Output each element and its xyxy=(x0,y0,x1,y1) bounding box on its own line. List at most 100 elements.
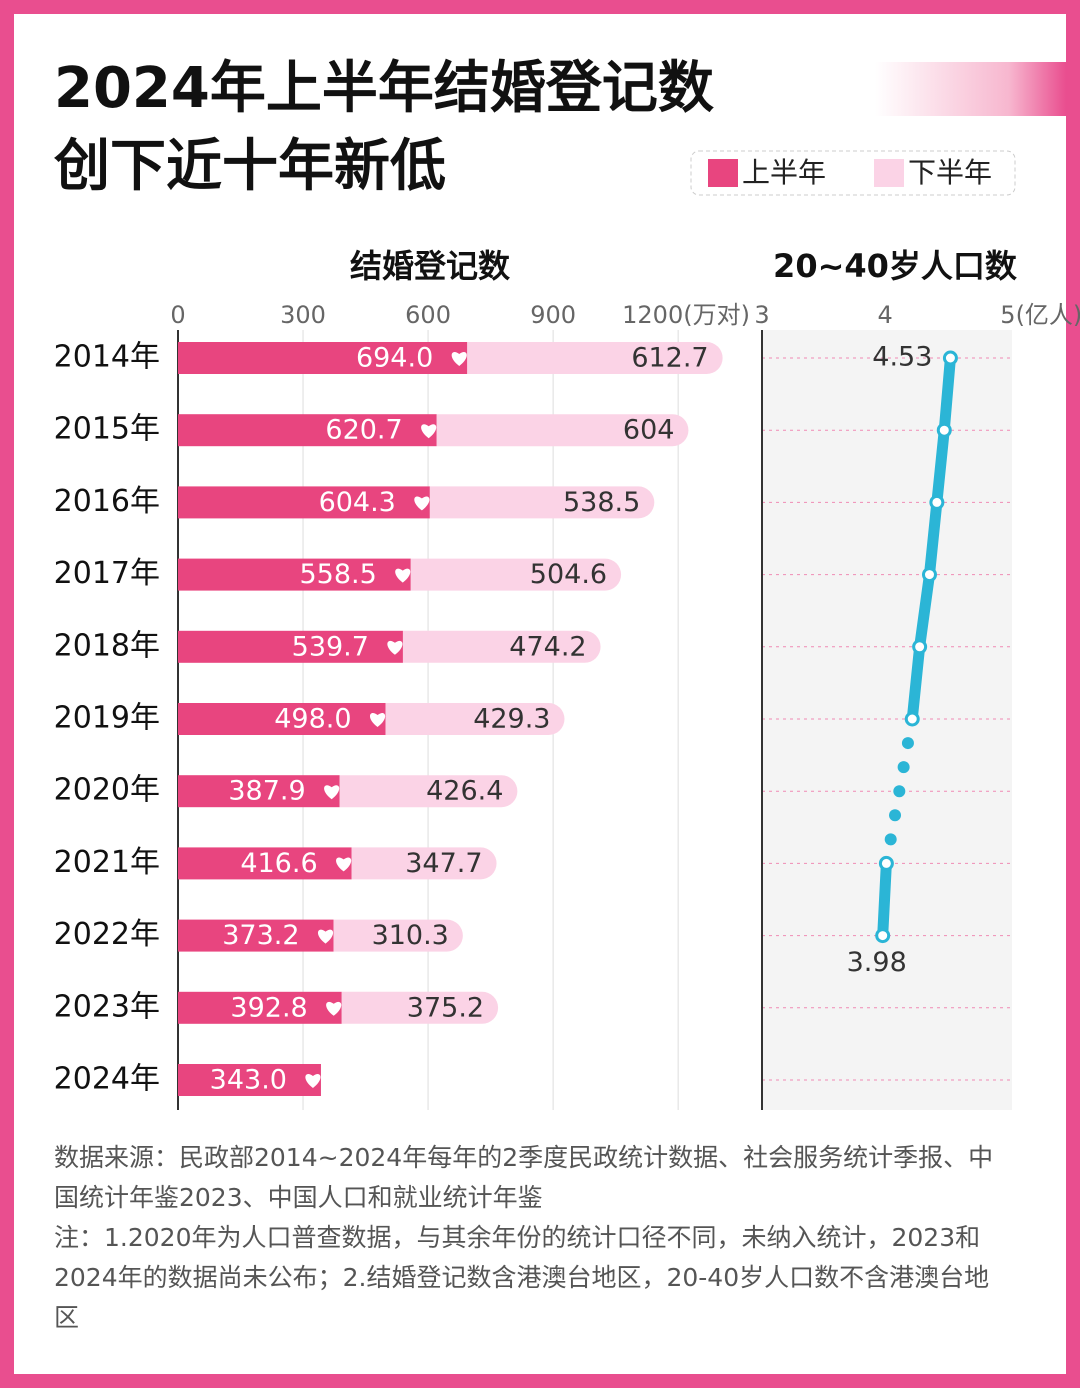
bar-segment xyxy=(467,342,723,374)
heart-icon xyxy=(451,352,467,366)
gap-dot xyxy=(889,809,902,822)
heart-icon xyxy=(369,713,386,727)
gap-dot xyxy=(884,833,897,846)
legend-swatch xyxy=(874,159,904,187)
bar-segment xyxy=(178,991,342,1024)
y-tick-label: 2015年 xyxy=(54,412,160,447)
note: 注：1.2020年为人口普查数据，与其余年份的统计口径不同，未纳入统计，2023… xyxy=(54,1223,990,1332)
data-label: 375.2 xyxy=(407,992,484,1023)
bar-segment xyxy=(178,630,403,663)
bar-segment xyxy=(178,486,430,519)
heart-icon xyxy=(421,424,437,439)
panel-title: 20~40岁人口数 xyxy=(773,247,1018,285)
footnotes: 数据来源：民政部2014~2024年每年的2季度民政统计数据、社会服务统计季报、… xyxy=(54,1138,1014,1338)
data-label: 612.7 xyxy=(631,343,708,374)
bar-segment xyxy=(410,558,622,591)
bar-segment xyxy=(436,414,689,447)
bar-segment xyxy=(178,919,334,952)
data-label: 620.7 xyxy=(325,415,402,446)
legend-label: 下半年 xyxy=(908,156,992,189)
data-label: 604.3 xyxy=(319,487,396,518)
data-label: 504.6 xyxy=(530,559,607,590)
data-label: 426.4 xyxy=(426,776,503,807)
bar-segment xyxy=(402,630,601,663)
y-tick-label: 2021年 xyxy=(54,845,160,880)
data-label: 387.9 xyxy=(228,776,305,807)
x-tick-label: 4 xyxy=(878,301,893,329)
point xyxy=(904,711,920,727)
gap-dot xyxy=(897,761,910,774)
point xyxy=(929,494,945,510)
x-tick-label: 300 xyxy=(280,301,326,329)
data-label: 347.7 xyxy=(405,848,482,879)
bar-segment xyxy=(178,775,340,808)
heart-icon xyxy=(305,1074,321,1088)
heart-icon xyxy=(414,496,430,511)
gap-dot xyxy=(901,737,914,750)
point xyxy=(912,639,928,655)
heart-icon xyxy=(395,568,411,583)
y-tick-label: 2020年 xyxy=(54,773,160,808)
heart-icon xyxy=(336,857,352,872)
data-label: 538.5 xyxy=(563,487,640,518)
x-tick-label: 1200(万对) xyxy=(622,301,750,329)
title: 2024年上半年结婚登记数 xyxy=(54,56,714,121)
y-tick-label: 2017年 xyxy=(54,556,160,591)
bar-segment xyxy=(341,991,499,1024)
x-tick-label: 600 xyxy=(405,301,451,329)
y-tick-label: 2022年 xyxy=(54,917,160,952)
y-tick-label: 2019年 xyxy=(54,701,160,736)
heart-icon xyxy=(324,785,340,800)
bar-segment xyxy=(385,703,565,735)
bar-segment xyxy=(178,342,468,374)
bar-segment xyxy=(178,1064,321,1096)
data-label: 429.3 xyxy=(473,704,550,735)
data-label: 343.0 xyxy=(210,1065,287,1096)
bar-segment xyxy=(351,847,497,880)
data-label: 4.53 xyxy=(872,342,932,373)
data-label: 558.5 xyxy=(299,559,376,590)
heart-icon xyxy=(387,640,403,655)
y-tick-label: 2014年 xyxy=(54,340,160,375)
bar-segment xyxy=(339,775,518,808)
source-note: 数据来源：民政部2014~2024年每年的2季度民政统计数据、社会服务统计季报、… xyxy=(54,1143,994,1212)
x-tick-label: 900 xyxy=(530,301,576,329)
x-tick-label: 5(亿人) xyxy=(1000,301,1080,329)
data-label: 474.2 xyxy=(509,631,586,662)
legend-swatch xyxy=(708,159,738,187)
bar-segment xyxy=(178,414,437,447)
line xyxy=(877,352,956,942)
bar-segment xyxy=(333,919,463,952)
data-label: 539.7 xyxy=(292,631,369,662)
bar-segment xyxy=(429,486,655,519)
legend-label: 上半年 xyxy=(742,156,826,189)
data-label: 310.3 xyxy=(372,920,449,951)
legend-box xyxy=(690,150,1016,196)
y-tick-label: 2024年 xyxy=(54,1062,160,1097)
data-label: 694.0 xyxy=(356,343,433,374)
data-label: 392.8 xyxy=(230,992,307,1023)
heart-icon xyxy=(326,1001,342,1016)
data-label: 373.2 xyxy=(222,920,299,951)
decoration xyxy=(875,62,1066,116)
data-label: 3.98 xyxy=(847,947,907,978)
gap-dot xyxy=(893,785,906,798)
point xyxy=(921,567,937,583)
x-tick-label: 0 xyxy=(170,301,185,329)
y-tick-label: 2018年 xyxy=(54,628,160,663)
panel-title: 结婚登记数 xyxy=(350,247,511,285)
bar-segment xyxy=(178,847,352,880)
bar-segment xyxy=(178,703,386,735)
panel-background xyxy=(762,330,1012,1110)
data-label: 604 xyxy=(623,415,675,446)
data-label: 416.6 xyxy=(240,848,317,879)
y-tick-label: 2023年 xyxy=(54,989,160,1024)
title: 创下近十年新低 xyxy=(54,134,446,199)
bar-segment xyxy=(178,558,411,591)
heart-icon xyxy=(317,929,334,944)
x-tick-label: 3 xyxy=(754,301,769,329)
data-label: 498.0 xyxy=(274,704,351,735)
point xyxy=(878,855,894,871)
